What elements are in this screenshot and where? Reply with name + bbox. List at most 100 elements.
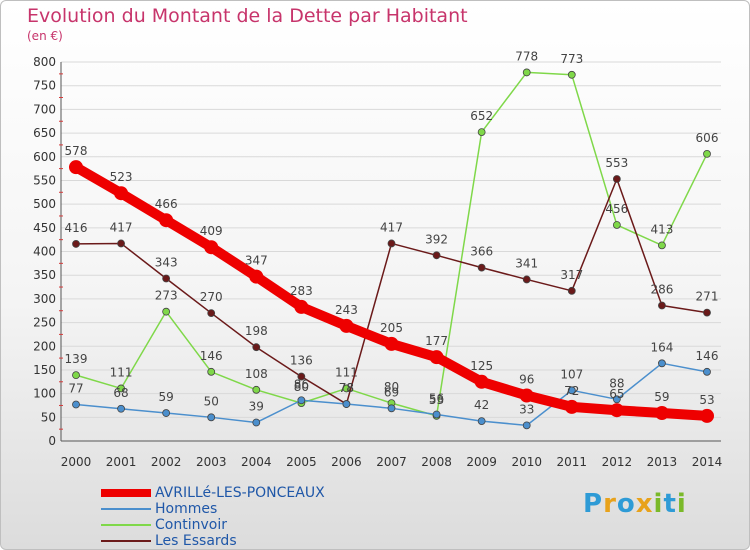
data-label: 80 (294, 380, 309, 394)
data-point (72, 240, 80, 248)
y-tick-label: 500 (33, 197, 56, 211)
data-label: 409 (200, 224, 223, 238)
y-tick-label: 350 (33, 268, 56, 282)
data-label: 198 (245, 324, 268, 338)
data-point (207, 367, 216, 376)
series-les-essards: 416 417 343 270 198 136 78 417 392 366 341 317 553 28… (65, 156, 719, 408)
data-label: 271 (696, 290, 719, 304)
data-point (432, 251, 441, 260)
data-point (72, 371, 80, 380)
data-label: 107 (560, 367, 583, 381)
data-point (519, 388, 534, 403)
data-point (114, 186, 129, 201)
data-point (700, 408, 714, 423)
data-label: 146 (696, 349, 719, 363)
data-point (654, 406, 669, 421)
data-point (567, 70, 576, 79)
data-point (294, 299, 309, 314)
x-tick-label: 2013 (647, 455, 678, 469)
x-tick-label: 2004 (241, 455, 272, 469)
data-point (477, 263, 486, 272)
data-point (69, 160, 83, 175)
data-point (609, 403, 624, 418)
data-label: 108 (245, 367, 268, 381)
x-tick-label: 2002 (151, 455, 182, 469)
data-point (477, 417, 486, 426)
data-label: 466 (155, 197, 178, 211)
data-point (703, 308, 711, 317)
data-label: 53 (699, 393, 714, 407)
data-label: 50 (204, 394, 219, 408)
x-tick-label: 2003 (196, 455, 227, 469)
data-label: 778 (515, 49, 538, 63)
data-label: 111 (110, 365, 133, 379)
data-label: 139 (65, 352, 88, 366)
data-point (204, 240, 219, 255)
data-label: 69 (384, 385, 399, 399)
logo-letter: i (653, 489, 664, 519)
data-label: 243 (335, 303, 358, 317)
y-tick-label: 50 (41, 410, 56, 424)
data-label: 96 (519, 373, 534, 387)
y-tick-label: 550 (33, 173, 56, 187)
data-point (117, 384, 125, 393)
data-label: 417 (380, 220, 403, 234)
data-point (612, 175, 621, 183)
data-label: 53 (429, 393, 444, 407)
x-tick-label: 2006 (331, 455, 362, 469)
data-point (477, 128, 486, 137)
data-point (162, 307, 171, 316)
data-point (207, 413, 216, 422)
data-label: 417 (110, 220, 133, 234)
legend-swatch (101, 489, 151, 497)
unit-label: (en €) (27, 29, 63, 43)
logo-letter: o (616, 489, 636, 519)
data-label: 68 (113, 386, 128, 400)
proxiti-logo: Proxiti (583, 489, 687, 519)
data-label: 77 (68, 382, 83, 396)
legend-label: Hommes (155, 501, 218, 517)
data-point (117, 404, 125, 413)
data-label: 652 (470, 109, 493, 123)
data-label: 164 (650, 340, 673, 354)
data-label: 317 (560, 268, 583, 282)
data-point (252, 385, 261, 394)
y-tick-label: 0 (48, 434, 56, 448)
y-tick-label: 200 (33, 339, 56, 353)
data-label: 273 (155, 289, 178, 303)
data-label: 578 (65, 144, 88, 158)
data-label: 88 (609, 376, 624, 390)
data-label: 72 (564, 384, 579, 398)
data-point (474, 374, 489, 389)
data-label: 553 (605, 156, 628, 170)
y-tick-label: 400 (33, 245, 56, 259)
y-tick-label: 150 (33, 363, 56, 377)
y-tick-label: 700 (33, 102, 56, 116)
x-tick-label: 2001 (106, 455, 137, 469)
data-point (429, 350, 444, 365)
logo-letter: P (583, 489, 604, 519)
data-label: 125 (470, 359, 493, 373)
data-label: 146 (200, 349, 223, 363)
data-label: 59 (654, 390, 669, 404)
data-point (252, 418, 261, 427)
data-label: 42 (474, 398, 489, 412)
y-tick-label: 250 (33, 316, 56, 330)
data-label: 205 (380, 321, 403, 335)
data-label: 86 (294, 377, 309, 391)
data-point (703, 150, 711, 158)
data-point (567, 386, 576, 395)
series-continvoir: 139 111 273 146 108 80 111 80 53 652 778 773 456 413 6… (65, 49, 719, 420)
data-label: 366 (470, 245, 493, 259)
data-point (658, 241, 666, 250)
x-tick-label: 2011 (557, 455, 588, 469)
y-tick-label: 800 (33, 55, 56, 69)
y-tick-label: 300 (33, 292, 56, 306)
data-label: 111 (335, 365, 358, 379)
data-label: 136 (290, 354, 313, 368)
legend-swatch (101, 508, 151, 510)
data-label: 606 (696, 131, 719, 145)
data-label: 65 (609, 387, 624, 401)
